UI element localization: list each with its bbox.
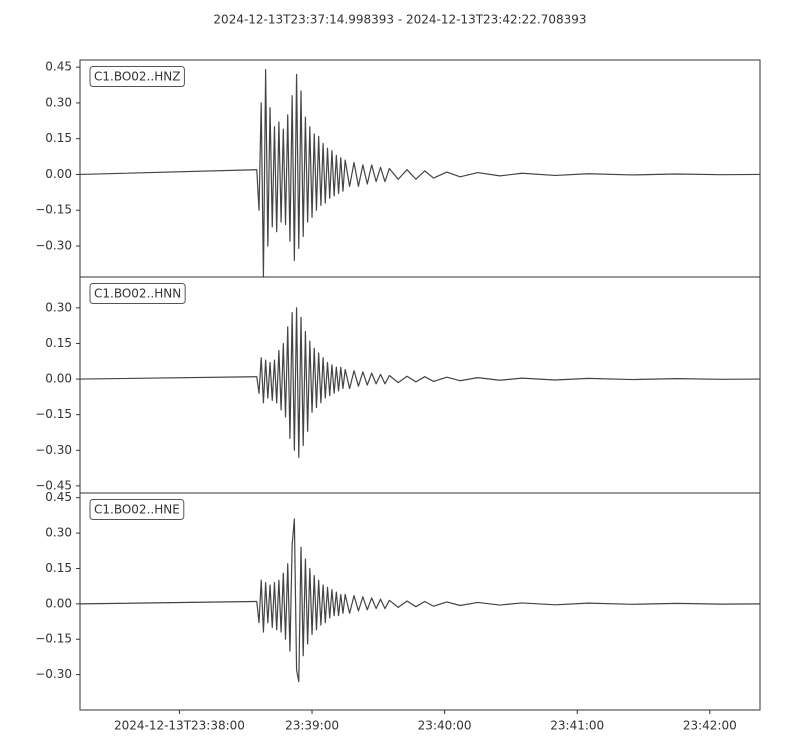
y-tick-label: 0.45 bbox=[45, 60, 72, 74]
y-tick-label: 0.15 bbox=[45, 336, 72, 350]
trace bbox=[79, 518, 761, 683]
y-tick-label: 0.30 bbox=[45, 95, 72, 109]
y-tick-label: 0.15 bbox=[45, 561, 72, 575]
trace bbox=[79, 68, 761, 278]
trace-label-box bbox=[89, 283, 186, 304]
y-tick-label: −0.30 bbox=[35, 443, 72, 457]
panel-frame bbox=[79, 276, 761, 494]
y-tick-label: 0.30 bbox=[45, 526, 72, 540]
y-tick-label: 0.30 bbox=[45, 300, 72, 314]
panel-frame bbox=[79, 492, 761, 711]
panel-frame bbox=[79, 59, 761, 278]
x-tick-label: 23:41:00 bbox=[550, 719, 604, 733]
trace bbox=[79, 307, 761, 458]
y-tick-label: 0.00 bbox=[45, 596, 72, 610]
y-tick-label: −0.15 bbox=[35, 203, 72, 217]
trace-label: C1.BO02..HNZ bbox=[94, 70, 180, 84]
x-tick-label: 2024-12-13T23:38:00 bbox=[114, 719, 245, 733]
trace-label-box bbox=[89, 499, 185, 520]
x-tick-label: 23:39:00 bbox=[285, 719, 339, 733]
y-tick-label: 0.45 bbox=[45, 490, 72, 504]
y-tick-label: 0.00 bbox=[45, 167, 72, 181]
y-tick-label: 0.00 bbox=[45, 372, 72, 386]
trace-label: C1.BO02..HNN bbox=[94, 287, 181, 301]
y-tick-label: −0.15 bbox=[35, 632, 72, 646]
trace-label: C1.BO02..HNE bbox=[94, 503, 180, 517]
trace-label-box bbox=[89, 66, 185, 87]
x-tick-label: 23:40:00 bbox=[418, 719, 472, 733]
y-tick-label: 0.15 bbox=[45, 131, 72, 145]
y-tick-label: −0.45 bbox=[35, 478, 72, 492]
y-tick-label: −0.15 bbox=[35, 407, 72, 421]
x-tick-label: 23:42:00 bbox=[683, 719, 737, 733]
chart-title: 2024-12-13T23:37:14.998393 - 2024-12-13T… bbox=[213, 13, 586, 27]
y-tick-label: −0.30 bbox=[35, 667, 72, 681]
y-tick-label: −0.30 bbox=[35, 239, 72, 253]
